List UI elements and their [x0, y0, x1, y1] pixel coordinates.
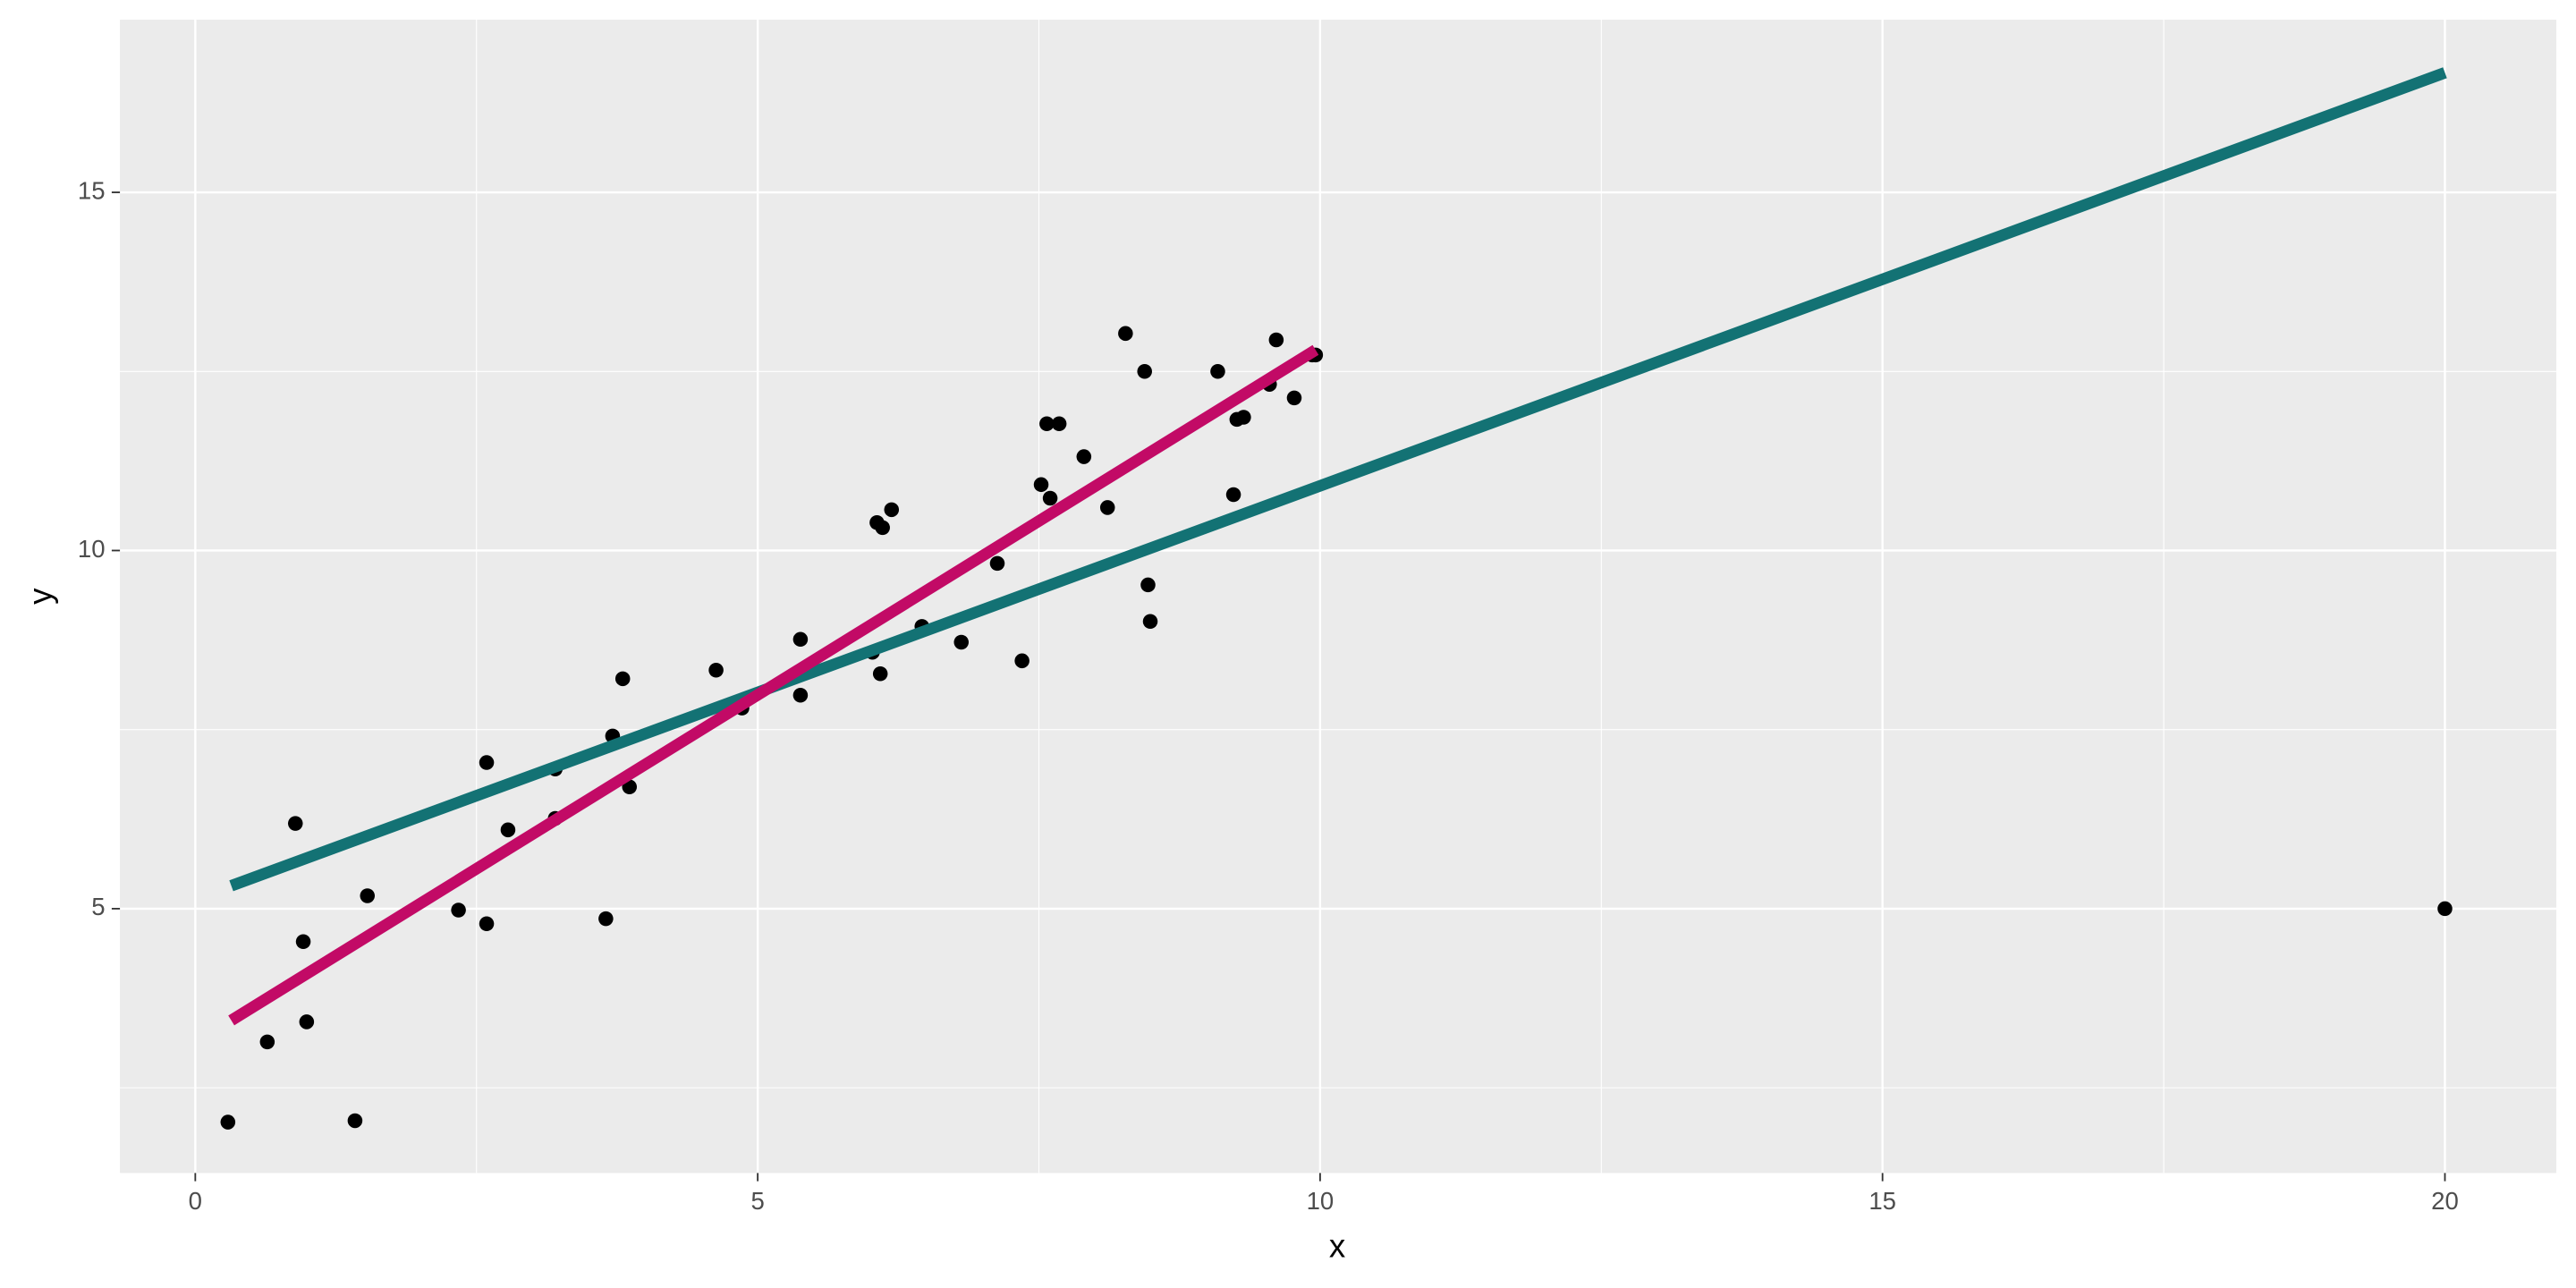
- point: [792, 687, 809, 703]
- point: [287, 816, 303, 831]
- y-tick-label: 10: [78, 535, 106, 563]
- x-tick-label: 10: [1307, 1187, 1335, 1215]
- point: [614, 671, 631, 687]
- point: [1076, 449, 1092, 464]
- point: [953, 634, 970, 650]
- point: [792, 631, 809, 648]
- point: [1118, 326, 1133, 342]
- point: [1099, 500, 1115, 515]
- point: [451, 902, 466, 918]
- point: [347, 1113, 363, 1129]
- point: [1014, 653, 1030, 669]
- point: [1236, 410, 1251, 425]
- point: [479, 916, 495, 931]
- panel: [120, 20, 2556, 1174]
- point: [1033, 477, 1049, 493]
- y-tick-label: 5: [91, 893, 105, 920]
- point: [220, 1114, 236, 1130]
- point: [299, 1014, 315, 1030]
- point: [1137, 363, 1152, 379]
- point: [1286, 390, 1302, 406]
- grid: [120, 20, 2556, 1174]
- point: [1051, 416, 1067, 431]
- x-tick-label: 0: [189, 1187, 202, 1215]
- point: [1042, 490, 1058, 506]
- point: [360, 888, 376, 903]
- point: [479, 755, 495, 770]
- y-axis-label: y: [21, 588, 58, 605]
- point: [708, 662, 724, 678]
- fit-line: [229, 67, 2447, 892]
- point: [259, 1034, 275, 1050]
- point: [989, 555, 1005, 572]
- point: [1268, 332, 1284, 348]
- point: [1142, 614, 1158, 630]
- x-axis-label: x: [1329, 1228, 1345, 1265]
- point: [598, 911, 614, 927]
- point: [884, 502, 900, 518]
- point: [1039, 416, 1055, 431]
- x-tick-label: 15: [1868, 1187, 1896, 1215]
- point: [1225, 487, 1241, 503]
- fit-line: [228, 344, 1319, 1026]
- point: [1140, 577, 1156, 593]
- x-tick-label: 20: [2431, 1187, 2459, 1215]
- point: [1210, 363, 1225, 379]
- marks: [220, 67, 2453, 1130]
- point: [875, 520, 890, 536]
- point: [295, 934, 311, 950]
- y-tick-label: 15: [78, 176, 106, 204]
- point: [2437, 901, 2453, 917]
- x-tick-label: 5: [750, 1187, 764, 1215]
- point: [500, 822, 516, 838]
- point: [872, 665, 888, 682]
